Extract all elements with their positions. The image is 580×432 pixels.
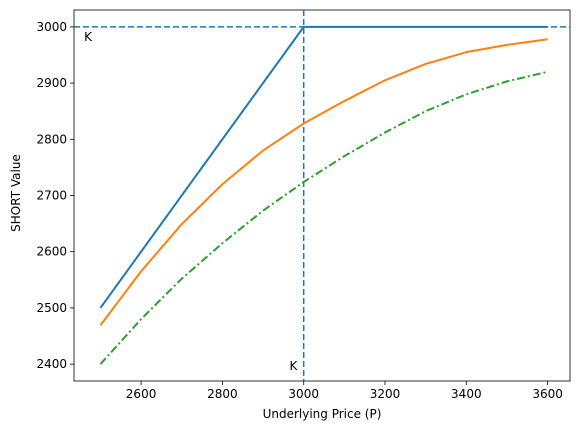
annotations: KK	[84, 30, 298, 373]
x-tick-label: 2800	[207, 387, 238, 401]
y-axis-label: SHORT Value	[9, 154, 23, 232]
series-line-2	[99, 38, 548, 326]
plot-area	[73, 9, 571, 382]
x-tick-label: 3600	[532, 387, 563, 401]
y-tick-label: 2900	[36, 76, 67, 90]
y-tick-label: 2700	[36, 189, 67, 203]
annotation-2: K	[289, 359, 298, 373]
y-tick-label: 2500	[36, 301, 67, 315]
annotation-1: K	[84, 30, 93, 44]
x-axis-label: Underlying Price (P)	[263, 407, 382, 421]
x-tick-label: 2600	[126, 387, 157, 401]
series-line-3	[99, 70, 548, 365]
plot-frame	[73, 9, 571, 382]
x-tick-label: 3000	[288, 387, 319, 401]
series-line-1	[99, 25, 548, 309]
x-tick-label: 3400	[451, 387, 482, 401]
x-tick-label: 3200	[370, 387, 401, 401]
series-layer	[99, 25, 548, 365]
y-axis: 2400 2500 2600 2700 2800 2900 3000	[36, 20, 74, 371]
y-tick-label: 2600	[36, 245, 67, 259]
x-axis: 2600 2800 3000 3200 3400 3600	[126, 381, 563, 401]
reference-lines	[74, 10, 570, 381]
y-tick-label: 2400	[36, 357, 67, 371]
y-tick-label: 2800	[36, 132, 67, 146]
y-tick-label: 3000	[36, 20, 67, 34]
